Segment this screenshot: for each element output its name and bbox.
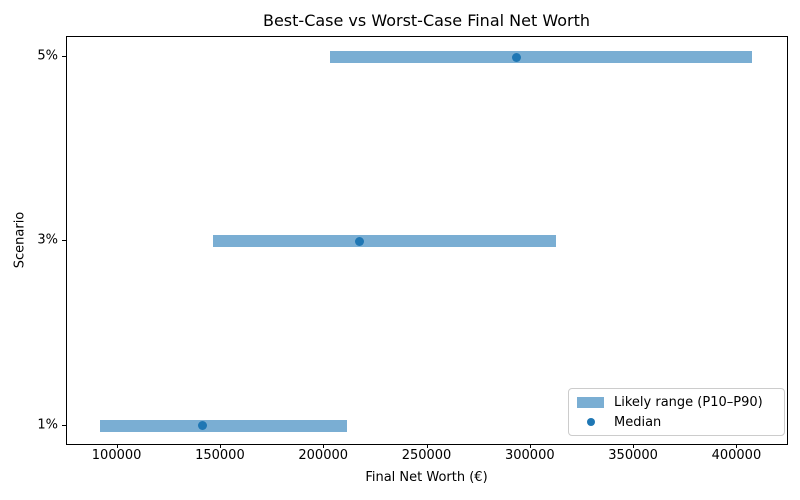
legend: Likely range (P10–P90) Median [568, 388, 785, 436]
x-tick [426, 444, 428, 448]
x-tick [219, 444, 221, 448]
x-tick-label: 250000 [401, 448, 452, 463]
x-tick [116, 444, 118, 448]
y-tick [62, 56, 66, 58]
x-tick [529, 444, 531, 448]
median-dot-wrap [577, 418, 604, 426]
x-tick-label: 150000 [195, 448, 245, 463]
x-tick [633, 444, 635, 448]
plot-area [66, 36, 788, 445]
x-tick-label: 400000 [711, 448, 762, 463]
x-tick [736, 444, 738, 448]
x-tick-label: 100000 [91, 448, 142, 463]
legend-item-median: Median [577, 413, 776, 431]
median-dot-5% [511, 52, 521, 62]
x-tick-label: 300000 [504, 448, 555, 463]
median-dot-1% [197, 421, 207, 431]
x-tick-label: 200000 [298, 448, 349, 463]
legend-label-range: Likely range (P10–P90) [614, 394, 763, 410]
y-tick-label: 3% [37, 232, 58, 248]
legend-label-median: Median [614, 414, 662, 430]
chart-title: Best-Case vs Worst-Case Final Net Worth [262, 11, 590, 30]
y-tick [62, 424, 66, 426]
x-tick [323, 444, 325, 448]
y-tick-label: 1% [37, 417, 58, 433]
y-tick [62, 240, 66, 242]
range-bar-swatch-icon [577, 396, 604, 408]
median-dot-3% [354, 236, 364, 246]
range-bar-1% [100, 419, 347, 432]
legend-item-range: Likely range (P10–P90) [577, 393, 776, 411]
x-tick-label: 350000 [608, 448, 658, 463]
y-axis-label: Scenario [12, 211, 28, 269]
y-tick-label: 5% [37, 48, 58, 64]
median-dot-icon [586, 418, 595, 426]
x-axis-label: Final Net Worth (€) [365, 470, 488, 485]
range-bar-5% [330, 51, 752, 64]
range-bar-3% [212, 235, 556, 248]
